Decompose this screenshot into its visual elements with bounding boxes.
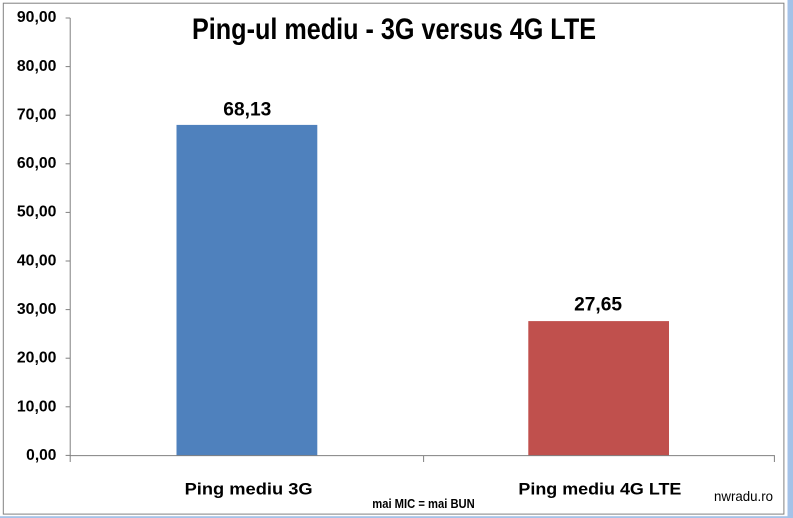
svg-text:0,00: 0,00 (26, 447, 56, 464)
svg-text:50,00: 50,00 (17, 204, 57, 221)
svg-text:Ping mediu 4G LTE: Ping mediu 4G LTE (518, 480, 681, 499)
svg-text:Ping mediu 3G: Ping mediu 3G (185, 480, 313, 499)
svg-text:60,00: 60,00 (17, 155, 57, 172)
svg-text:30,00: 30,00 (17, 301, 57, 318)
svg-text:mai MIC = mai BUN: mai MIC = mai BUN (372, 496, 475, 511)
svg-text:80,00: 80,00 (17, 58, 57, 75)
svg-text:20,00: 20,00 (17, 350, 57, 367)
svg-text:40,00: 40,00 (17, 252, 57, 269)
svg-text:nwradu.ro: nwradu.ro (714, 488, 773, 504)
svg-text:70,00: 70,00 (17, 106, 57, 123)
svg-text:10,00: 10,00 (17, 398, 57, 415)
svg-text:68,13: 68,13 (223, 98, 271, 120)
svg-text:90,00: 90,00 (17, 9, 57, 26)
svg-text:27,65: 27,65 (574, 294, 622, 316)
svg-text:Ping-ul mediu - 3G versus 4G L: Ping-ul mediu - 3G versus 4G LTE (192, 13, 596, 46)
